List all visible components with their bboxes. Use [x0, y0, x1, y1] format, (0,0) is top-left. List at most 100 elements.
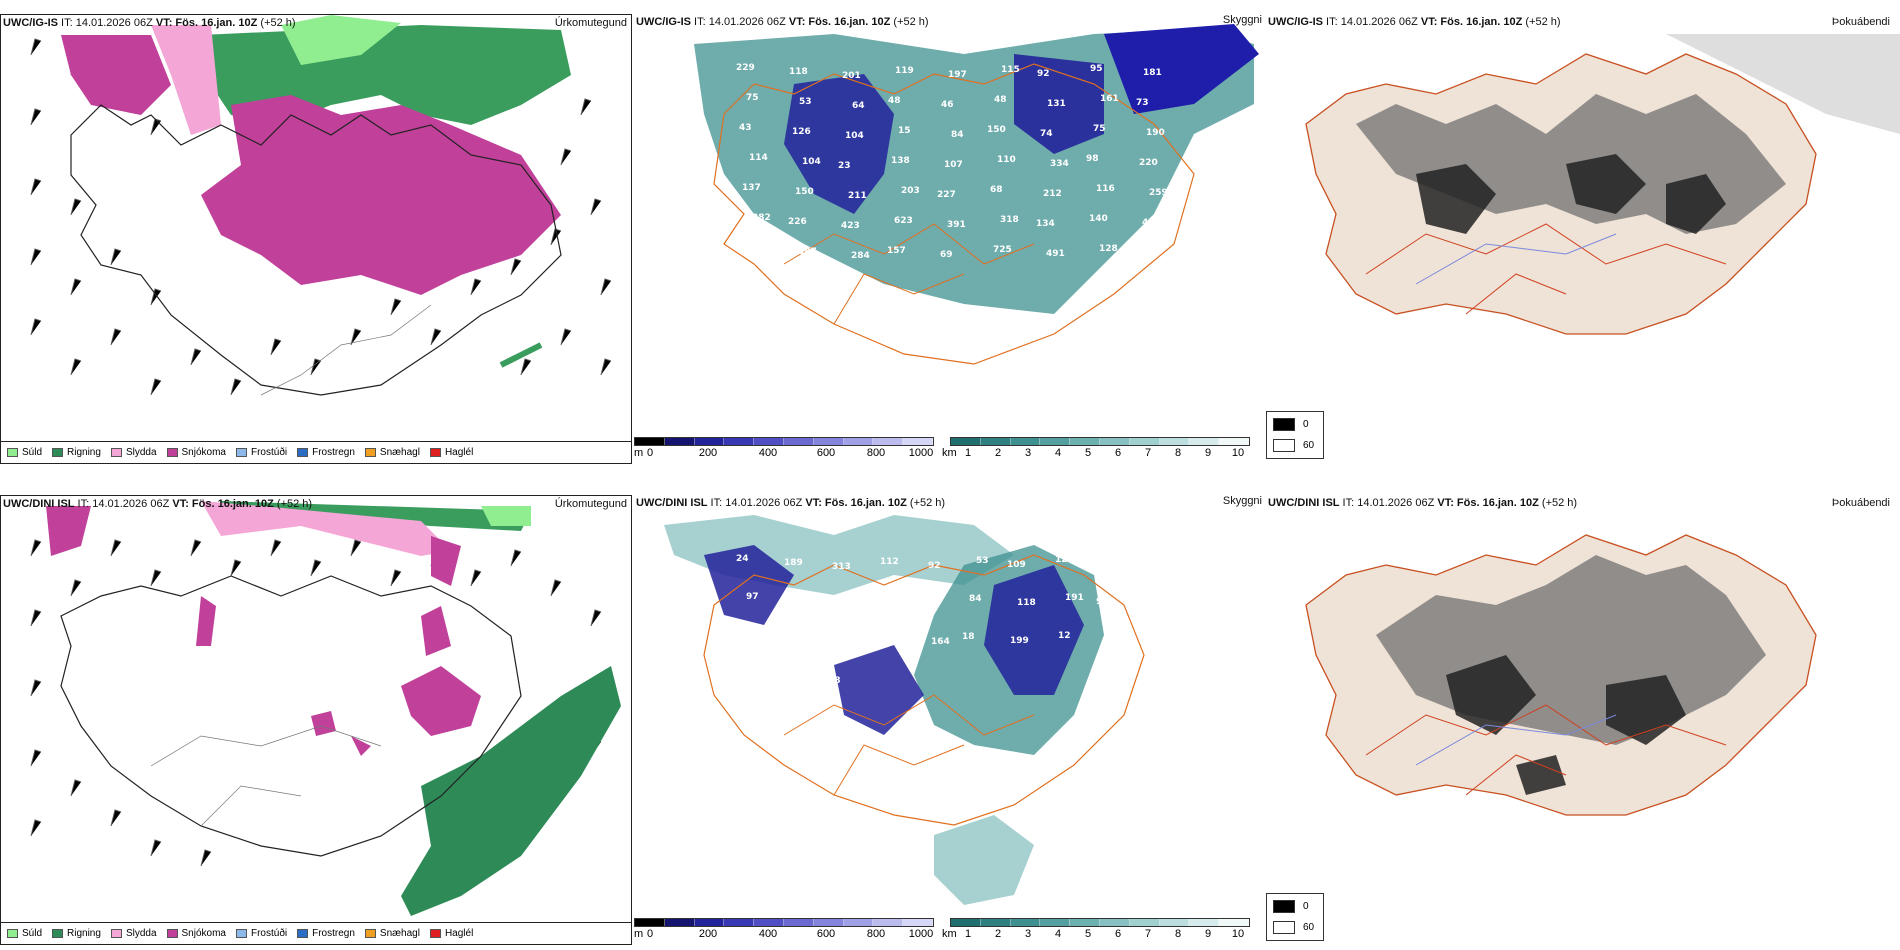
cloudbase-label: 46 — [941, 100, 954, 110]
cloudbase-label: 74 — [1040, 129, 1053, 139]
coastline — [60, 575, 522, 857]
fog-legend-label: 60 — [1303, 440, 1315, 451]
cloudbase-label: 128 — [1099, 244, 1118, 254]
cloudbase-label: 64 — [852, 101, 865, 111]
roads — [783, 223, 1035, 325]
colorbar-cell — [813, 919, 844, 926]
cloudbase-label: 197 — [948, 70, 967, 80]
colorbar-tick: 4 — [1054, 928, 1062, 940]
cloudbase-label: 83 — [842, 600, 855, 610]
colorbar-cell — [843, 919, 874, 926]
sleet-area — [201, 501, 451, 556]
cloudbase-label: 48 — [994, 95, 1007, 105]
colorbar-tick: 2 — [994, 447, 1002, 459]
colorbar-tick: 5 — [1084, 447, 1092, 459]
cloudbase-label: 109 — [1007, 560, 1026, 570]
cloudbase-label: 212 — [1043, 189, 1062, 199]
panel-title: Þokuábendi — [1831, 497, 1890, 509]
colorbar-tick: 0 — [646, 447, 654, 459]
cloudbase-label: 97 — [746, 592, 759, 602]
cloudbase-label: 12 — [1058, 631, 1071, 641]
legend-swatch — [235, 448, 247, 457]
colorbar-tick: 8 — [1174, 447, 1182, 459]
valid-label: VT: — [1437, 497, 1454, 509]
colorbar-tick: 3 — [1024, 447, 1032, 459]
legend-label: Frostregn — [312, 928, 355, 939]
cloudbase-label: 953 — [1096, 597, 1115, 607]
valid-label: VT: — [1420, 16, 1438, 28]
cloudbase-label: 227 — [937, 190, 956, 200]
init-time: IT: 14.01.2026 06Z — [58, 17, 156, 29]
colorbar-tick: 1 — [964, 447, 972, 459]
legend-item: Snæhagl — [364, 447, 420, 458]
cloudbase-label: 69 — [940, 250, 953, 260]
panel-title: Úrkomutegund — [554, 17, 627, 29]
fog-panel-bottom: UWC/DINI ISL IT: 14.01.2026 06Z VT: Fös.… — [1266, 495, 1900, 945]
legend-label: Frostregn — [312, 447, 355, 458]
cloudbase-label: 196 — [787, 634, 806, 644]
legend-item: Snjókoma — [166, 928, 226, 939]
panel-header: UWC/IG-IS IT: 14.01.2026 06Z VT: Fös. 16… — [1268, 16, 1561, 28]
colorbar-tick: 1000 — [908, 928, 934, 940]
colorbar-tick: 10 — [1231, 447, 1245, 459]
snow-area-main — [311, 606, 481, 756]
valid-time: Fös. 16.jan. 10Z — [821, 497, 907, 509]
low-cloud-area-ne — [1104, 24, 1259, 114]
legend-item: Haglél — [429, 447, 473, 458]
colorbar-cell — [1010, 438, 1041, 445]
panel-header: UWC/DINI ISL IT: 14.01.2026 06Z VT: Fös.… — [3, 498, 312, 510]
legend-swatch — [52, 929, 64, 938]
cloudbase-label: 152 — [873, 595, 892, 605]
cloudbase-label: 92 — [1037, 69, 1050, 79]
cloudbase-label: 85 — [794, 596, 807, 606]
legend-item: Frostúði — [235, 928, 287, 939]
colorbar-tick: 400 — [758, 447, 778, 459]
cloudbase-label: 112 — [883, 633, 902, 643]
colorbar-cell — [873, 919, 904, 926]
cloudbase-label: 150 — [987, 125, 1006, 135]
panel-title: Skyggni — [1222, 14, 1262, 26]
fog-legend-top: 0 60 — [1266, 411, 1324, 459]
cloudbase-label: 190 — [1146, 128, 1165, 138]
cloudbase-label: 164 — [931, 637, 950, 647]
cloudbase-label: 189 — [784, 558, 803, 568]
lead-time: (+52 h) — [257, 17, 296, 29]
legend-swatch — [166, 929, 178, 938]
fog-legend-swatch — [1273, 439, 1295, 452]
legend-label: Frostúði — [250, 447, 288, 458]
colorbar-cell — [1040, 438, 1071, 445]
cloudbase-label: 137 — [742, 183, 761, 193]
colorbar-cell — [873, 438, 904, 445]
legend-item: Snæhagl — [364, 928, 420, 939]
colorbar-tick: 7 — [1144, 928, 1152, 940]
cloudbase-label: 126 — [792, 127, 811, 137]
colorbar-cell — [664, 438, 695, 445]
cloudbase-label: 15 — [1103, 559, 1116, 569]
lead-time: (+52 h) — [906, 497, 946, 509]
fog-dense-spots — [1416, 154, 1726, 234]
legend-label: Snjókoma — [181, 447, 226, 458]
cloudbase-label: 203 — [901, 186, 920, 196]
fog-legend-bottom: 0 60 — [1266, 893, 1324, 941]
sleet-area — [151, 25, 221, 135]
colorbar-tick: 3 — [1024, 928, 1032, 940]
cloudbase-label: 284 — [739, 630, 758, 640]
init-time: IT: 14.01.2026 06Z — [691, 16, 789, 28]
cloudbase-label: 334 — [1050, 159, 1069, 169]
cloudbase-label: 107 — [944, 160, 963, 170]
panel-title: Þokuábendi — [1831, 16, 1890, 28]
colorbar-cell — [903, 438, 933, 445]
legend-item: Súld — [7, 447, 42, 458]
colorbar-tick: 400 — [758, 928, 778, 940]
colorbar-tick: 800 — [866, 928, 886, 940]
colorbar-tick: 1 — [964, 928, 972, 940]
cloudbase-label: 48 — [888, 96, 901, 106]
colorbar-unit: km — [942, 928, 957, 940]
colorbar-tick: 800 — [866, 447, 886, 459]
cloud-map: 229 118 201 119 197 115 92 95 181 75 53 64 48 46 48 131… — [694, 24, 1259, 365]
panel-header: UWC/DINI ISL IT: 14.01.2026 06Z VT: Fös.… — [1268, 497, 1577, 509]
colorbar-cell — [813, 438, 844, 445]
colorbar-tick: 8 — [1174, 928, 1182, 940]
valid-label: VT: — [788, 16, 806, 28]
